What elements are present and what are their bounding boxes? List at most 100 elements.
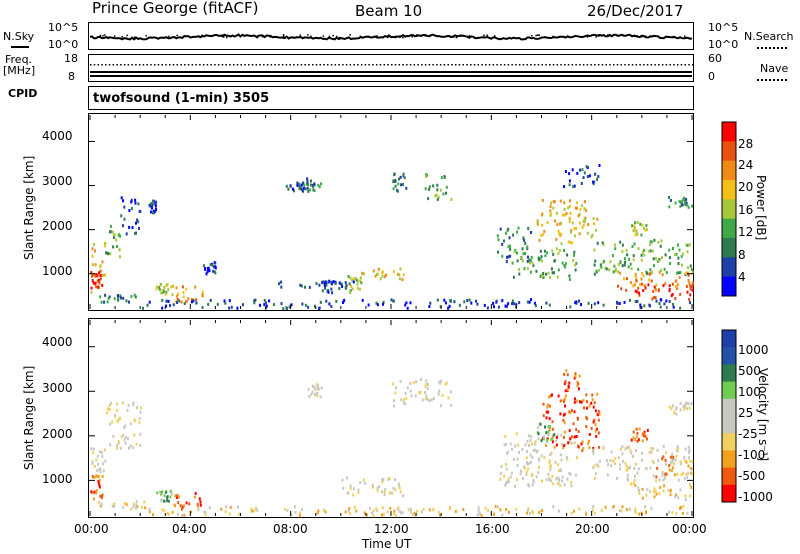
power-cell [630,267,633,271]
velocity-cell [550,451,553,455]
velocity-cell [565,456,568,459]
velocity-cell [577,382,580,386]
power-cell [301,189,304,193]
velocity-cell [547,410,550,414]
velocity-cell [595,427,598,431]
power-cell [191,298,193,302]
velocity-cell [104,459,107,463]
power-cell [161,290,164,294]
velocity-cell [691,472,694,476]
power-cell [355,278,358,282]
nave-dot [263,64,265,66]
power-cell [405,301,408,305]
velocity-cell [135,442,138,446]
velocity-cell [578,507,581,511]
noise-search-dot [224,34,226,37]
nave-dot [590,64,592,66]
velocity-cell [577,445,580,449]
nave-dot [108,64,111,66]
power-cell [631,284,634,288]
velocity-cell [628,466,631,470]
power-cell [303,184,306,188]
noise-search-dot [256,35,259,38]
velocity-cell [585,415,588,419]
velocity-colorbar-segment [722,484,736,503]
velocity-cell [573,435,576,439]
velocity-cell [516,478,518,482]
power-cell [521,259,524,263]
velocity-cell [593,401,596,405]
velocity-cell [670,407,673,411]
nave-dot [402,64,404,66]
power-cell [683,200,686,204]
power-cell [468,298,471,302]
power-cell [509,247,512,251]
velocity-cell [645,510,647,514]
power-cell [640,253,643,257]
power-cell [185,287,188,291]
power-cell [523,238,526,242]
power-y-tick: 1000 [42,264,73,278]
velocity-cell [562,418,565,422]
cpid-mode-text: twofsound (1-min) 3505 [93,91,270,106]
power-cell [211,263,214,267]
velocity-cell [92,497,95,501]
noise-search-dot [376,35,378,37]
velocity-cell [204,511,207,515]
power-cell [506,255,508,259]
velocity-cell [650,450,653,454]
power-cell [130,295,133,298]
velocity-cell [180,514,183,518]
power-cell [91,279,94,282]
velocity-cell [424,391,426,395]
velocity-cell [170,492,173,496]
velocity-cell [588,446,591,450]
velocity-cell [684,494,687,498]
power-colorbar-tick: 4 [738,270,746,284]
noise-search-dot [552,35,554,38]
noise-search-dot [395,35,397,38]
velocity-cell [511,447,513,451]
velocity-cell [677,496,680,500]
power-cell [575,227,578,230]
velocity-cell [675,512,678,516]
noise-search-dot [269,36,272,38]
power-cell [453,300,456,304]
power-cell [138,226,140,230]
power-cell [425,173,427,177]
power-cell [655,299,658,303]
power-cell [376,303,379,307]
power-cell [176,297,179,301]
velocity-cell [98,482,101,486]
velocity-cell [669,455,672,459]
nave-dot [184,64,186,66]
power-cell [123,217,126,221]
velocity-cell [298,511,301,515]
velocity-cell [185,501,188,505]
nave-dot [654,64,656,66]
velocity-cell [308,394,311,398]
power-cell [513,302,516,306]
nave-dot [214,64,216,66]
power-cell [268,299,271,303]
power-cell [677,256,680,260]
velocity-cell [347,509,350,513]
power-cell [254,298,257,302]
power-cell [648,272,651,276]
velocity-cell [569,411,572,415]
velocity-cell [135,503,138,507]
power-cell [359,276,362,280]
power-cell [557,229,560,233]
velocity-cell [91,460,94,464]
velocity-cell [683,477,686,481]
velocity-cell [598,445,601,449]
power-cell [688,243,691,247]
power-cell [299,185,302,189]
power-cell [517,226,520,230]
velocity-cell [551,482,554,486]
velocity-cell [98,500,101,504]
power-cell [637,267,640,271]
velocity-cell [679,505,682,509]
velocity-cell [691,460,694,464]
power-cell [671,282,674,286]
